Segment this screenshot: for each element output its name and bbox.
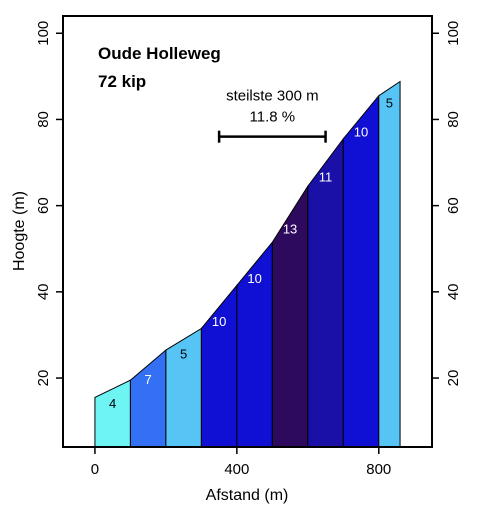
x-axis-label: Afstand (m) [206, 487, 289, 504]
profile-segments [94, 80, 401, 448]
steepest-annotation-value: 11.8 % [250, 109, 296, 126]
plot-frame [62, 15, 433, 448]
segment-gradient-label: 5 [180, 346, 187, 361]
y-tick-label: 20 [35, 370, 52, 387]
chart-title: Oude Holleweg [98, 44, 221, 63]
segment-gradient-label: 7 [145, 372, 152, 387]
y-tick-label: 80 [35, 111, 52, 128]
x-tick-label: 0 [91, 461, 99, 478]
y-axis-right: 20 40 60 80 100 [432, 21, 462, 387]
segment-gradient-label: 13 [283, 221, 297, 236]
chart-subtitle: 72 kip [98, 72, 146, 91]
y-axis-label: Hoogte (m) [11, 191, 28, 271]
steepest-annotation-bracket [217, 130, 327, 143]
profile-segment [129, 348, 167, 448]
segment-gradient-label: 10 [247, 271, 261, 286]
segment-gradient-labels: 4 7 5 10 10 13 11 10 5 [109, 96, 393, 411]
segment-gradient-label: 4 [109, 396, 116, 411]
y-tick-label-right: 100 [445, 21, 462, 46]
steepest-annotation-label: steilste 300 m [226, 88, 319, 105]
x-axis: 0 400 800 [91, 447, 391, 478]
segment-gradient-label: 10 [354, 124, 368, 139]
y-tick-label: 60 [35, 197, 52, 214]
profile-segment [307, 137, 344, 448]
segment-gradient-label: 5 [386, 96, 393, 111]
y-axis-left: 20 40 60 80 100 [35, 21, 63, 387]
profile-segment [378, 80, 401, 448]
y-tick-label-right: 80 [445, 111, 462, 128]
y-tick-label-right: 20 [445, 370, 462, 387]
y-tick-label: 40 [35, 283, 52, 300]
profile-segment [342, 94, 380, 448]
profile-segment [94, 379, 131, 448]
segment-gradient-label: 10 [212, 314, 226, 329]
y-tick-label-right: 40 [445, 283, 462, 300]
profile-segment [200, 283, 238, 448]
x-tick-label: 400 [224, 461, 249, 478]
x-tick-label: 800 [366, 461, 391, 478]
segment-gradient-label: 11 [319, 170, 333, 185]
y-tick-label: 100 [35, 21, 52, 46]
y-tick-label-right: 60 [445, 197, 462, 214]
